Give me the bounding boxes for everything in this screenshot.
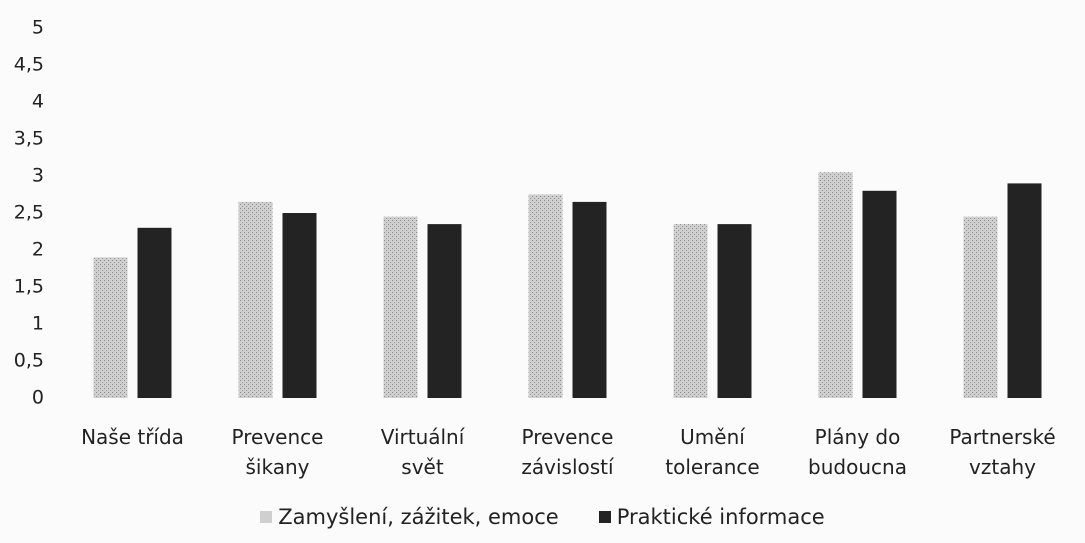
y-tick-label: 0 bbox=[32, 387, 44, 409]
bar bbox=[717, 224, 752, 398]
bar-texture bbox=[818, 172, 853, 398]
y-tick-label: 0,5 bbox=[14, 350, 44, 372]
y-tick-label: 2,5 bbox=[14, 202, 44, 224]
bar-texture bbox=[93, 257, 128, 398]
legend-item: Zamyšlení, zážitek, emoce bbox=[260, 505, 559, 529]
legend: Zamyšlení, zážitek, emoce Praktické infor… bbox=[0, 505, 1085, 529]
legend-swatch bbox=[260, 511, 273, 523]
bar bbox=[572, 201, 607, 398]
y-tick-label: 5 bbox=[32, 17, 44, 39]
legend-label: Praktické informace bbox=[616, 505, 825, 529]
plot: 0 0,5 1 1,5 2 2,5 3 3,5 4 4,5 5 bbox=[14, 17, 1042, 409]
x-tick-label: Virtuální svět bbox=[380, 425, 465, 479]
legend-label: Zamyšlení, zážitek, emoce bbox=[278, 505, 559, 529]
bar bbox=[137, 227, 172, 398]
y-tick-label: 2 bbox=[32, 239, 44, 261]
y-tick-label: 1,5 bbox=[14, 276, 44, 298]
bar-texture bbox=[528, 194, 563, 398]
y-tick-label: 3 bbox=[32, 165, 44, 187]
y-tick-label: 4,5 bbox=[14, 54, 44, 76]
bar bbox=[1007, 183, 1042, 398]
y-tick-label: 1 bbox=[32, 313, 44, 335]
x-tick-label: Prevence závislostí bbox=[521, 425, 614, 479]
x-tick-label: Prevence šikany bbox=[231, 425, 324, 479]
x-tick-label: Plány do budoucna bbox=[808, 425, 907, 479]
x-tick-label: Partnerské vztahy bbox=[949, 425, 1056, 479]
x-tick-label: Naše třída bbox=[81, 425, 184, 449]
x-tick-label: Umění tolerance bbox=[665, 425, 760, 479]
y-tick-label: 3,5 bbox=[14, 128, 44, 150]
bar bbox=[282, 213, 317, 398]
legend-item: Praktické informace bbox=[598, 505, 825, 529]
legend-swatch bbox=[598, 511, 611, 523]
bar bbox=[427, 224, 462, 398]
bar-texture bbox=[963, 216, 998, 398]
bar-texture bbox=[238, 201, 273, 398]
bar bbox=[862, 190, 897, 398]
y-tick-label: 4 bbox=[32, 91, 44, 113]
bar-texture bbox=[383, 216, 418, 398]
bar-texture bbox=[673, 224, 708, 398]
